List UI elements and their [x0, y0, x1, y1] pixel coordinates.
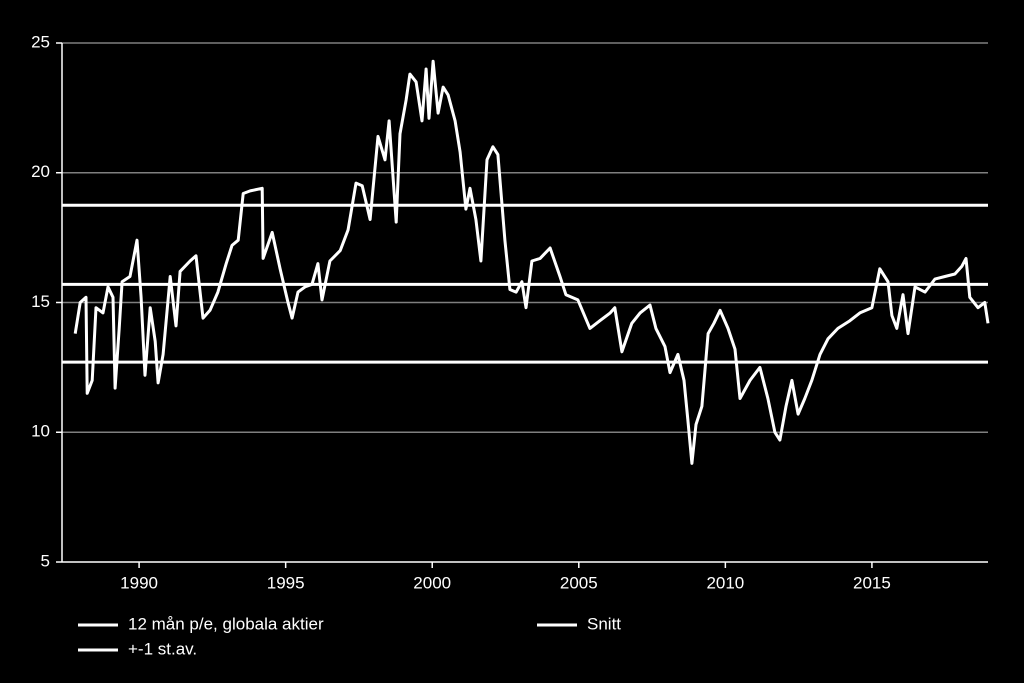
y-tick-label: 10 — [31, 422, 50, 441]
y-tick-label: 25 — [31, 32, 50, 51]
x-tick-label: 2015 — [853, 573, 891, 592]
x-tick-label: 1990 — [120, 573, 158, 592]
y-tick-label: 15 — [31, 292, 50, 311]
series-line — [73, 59, 990, 465]
y-tick-label: 5 — [41, 551, 50, 570]
x-tick-label: 2010 — [706, 573, 744, 592]
y-tick-label: 20 — [31, 162, 50, 181]
x-tick-label: 1995 — [267, 573, 305, 592]
legend-label: 12 mån p/e, globala aktier — [128, 614, 324, 633]
x-tick-label: 2005 — [560, 573, 598, 592]
legend-label: +-1 st.av. — [128, 639, 197, 658]
x-tick-label: 2000 — [413, 573, 451, 592]
legend-label: Snitt — [587, 614, 621, 633]
